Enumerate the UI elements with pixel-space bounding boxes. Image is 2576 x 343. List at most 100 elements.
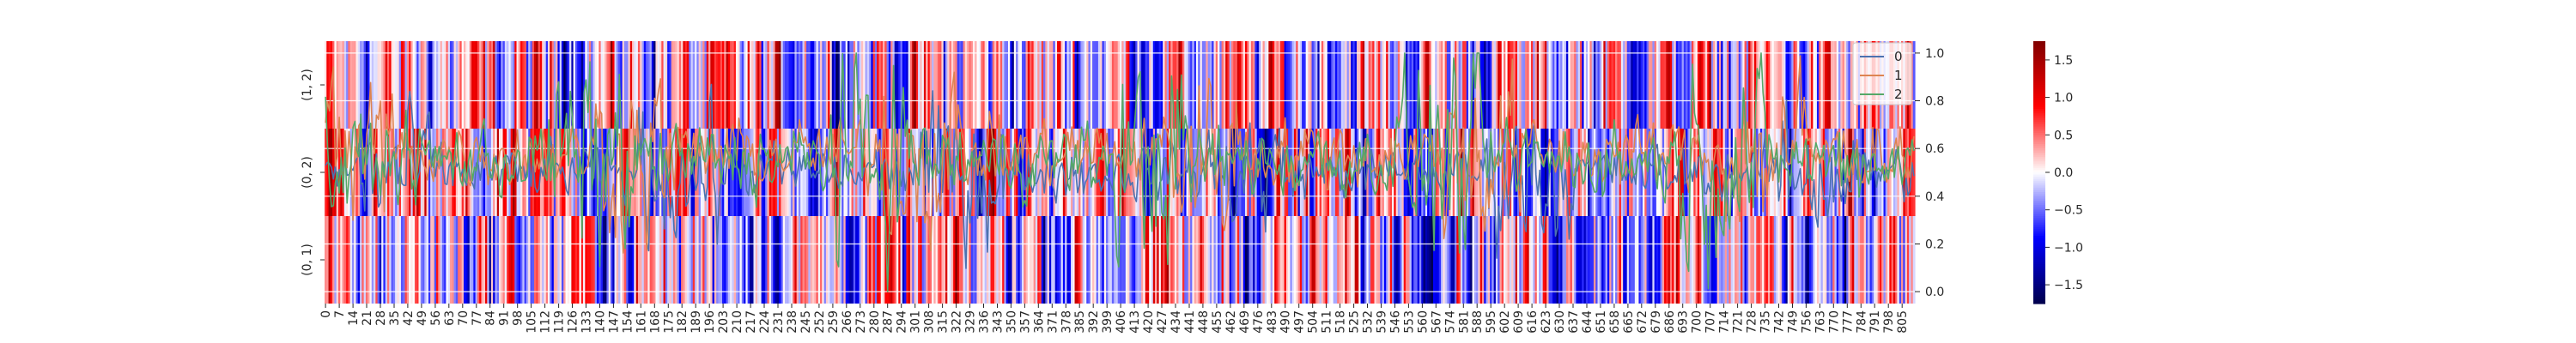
heatmap-cell [536,41,539,129]
heatmap-cell [1076,41,1079,129]
heatmap-cell [747,216,750,304]
heatmap-cell [1345,41,1348,129]
heatmap-cell [1634,41,1637,129]
heatmap-cell [1674,129,1677,216]
heatmap-cell [1593,216,1596,304]
colorbar-segment [2033,56,2045,59]
heatmap-cell [1285,41,1289,129]
heatmap-cell [951,216,954,304]
heatmap-cell [1307,41,1310,129]
heatmap-cell [1704,129,1708,216]
heatmap-cell [403,129,406,216]
heatmap-cell [1820,216,1824,304]
heatmap-cell [1652,41,1656,129]
heatmap-cell [1558,216,1561,304]
line-series [325,52,1915,292]
heatmap-cell [690,216,694,304]
heatmap-cell [1840,216,1844,304]
heatmap-cell [1540,216,1544,304]
heatmap-cell [1053,216,1056,304]
heatmap-cell [1449,129,1452,216]
heatmap-cell [1533,216,1536,304]
heatmap-cell [1370,216,1373,304]
heatmap-cell [420,41,423,129]
heatmap-cell [426,41,429,129]
heatmap-cell [1589,216,1593,304]
x-tick-label: 35 [388,310,402,326]
heatmap-cell [1522,41,1526,129]
heatmap-cell [626,41,629,129]
heatmap-cell [553,41,556,129]
heatmap-cell [475,216,478,304]
heatmap-cell [1619,216,1622,304]
colorbar-segment [2033,281,2045,285]
heatmap-cell [1437,41,1440,129]
heatmap-cell [811,41,815,129]
heatmap-cell [975,216,978,304]
heatmap-cell [1268,41,1272,129]
heatmap-cell [458,129,460,216]
heatmap-cell [1505,41,1509,129]
colorbar-tick-label: 0.5 [2054,129,2073,142]
heatmap-cell [1072,41,1076,129]
heatmap-cell [1444,216,1448,304]
heatmap-cell [1626,41,1630,129]
heatmap-cell [1525,129,1528,216]
heatmap-cell [409,41,411,129]
heatmap-cell [534,41,537,129]
heatmap-cell [374,216,376,304]
heatmap-cell [1137,41,1140,129]
heatmap-cell [1652,129,1656,216]
heatmap-cell [1247,129,1250,216]
heatmap-cell [351,216,355,304]
heatmap-cell [1776,41,1778,129]
heatmap-cell [512,41,515,129]
heatmap-cell [1805,41,1808,129]
heatmap-cell [452,216,455,304]
heatmap-cell [1562,129,1565,216]
heatmap-cell [1315,216,1318,304]
heatmap-cell [1218,216,1220,304]
heatmap-cell [493,216,496,304]
heatmap-cell [1560,216,1564,304]
heatmap-cell [1100,129,1103,216]
heatmap-cell [1498,216,1501,304]
x-tick-label: 91 [498,310,512,326]
heatmap-cell [1339,41,1342,129]
heatmap-cell [583,41,586,129]
heatmap-cell [787,216,790,304]
heatmap-cell [692,41,696,129]
heatmap-cell [1648,41,1651,129]
heatmap-cell [371,129,374,216]
heatmap-cell [1425,41,1428,129]
heatmap-cell [1650,129,1653,216]
heatmap-cell [762,216,766,304]
x-tick-label: 770 [1827,310,1841,334]
heatmap-cell [1505,129,1509,216]
heatmap-cell [1443,216,1446,304]
heatmap-cell [696,41,700,129]
heatmap-cell [759,41,762,129]
heatmap-cell [963,41,966,129]
heatmap-cell [1820,41,1824,129]
heatmap-cell [794,41,798,129]
heatmap-cell [446,129,449,216]
heatmap-cell [1053,41,1056,129]
heatmap-cell [1603,41,1607,129]
heatmap-cell [808,216,811,304]
heatmap-cell [1066,216,1070,304]
heatmap-cell [1114,41,1117,129]
heatmap-cell [802,216,805,304]
heatmap-cell [1070,41,1073,129]
heatmap-cell [1407,216,1411,304]
x-tick-label: 189 [690,310,703,334]
heatmap-cell [397,41,400,129]
heatmap-cell [1816,129,1820,216]
heatmap-cell [1311,216,1315,304]
heatmap-cell [892,216,896,304]
heatmap-cell [1857,216,1861,304]
heatmap-cell [949,41,952,129]
heatmap-cell [616,41,619,129]
heatmap-cell [1718,41,1722,129]
heatmap-cell [698,216,702,304]
